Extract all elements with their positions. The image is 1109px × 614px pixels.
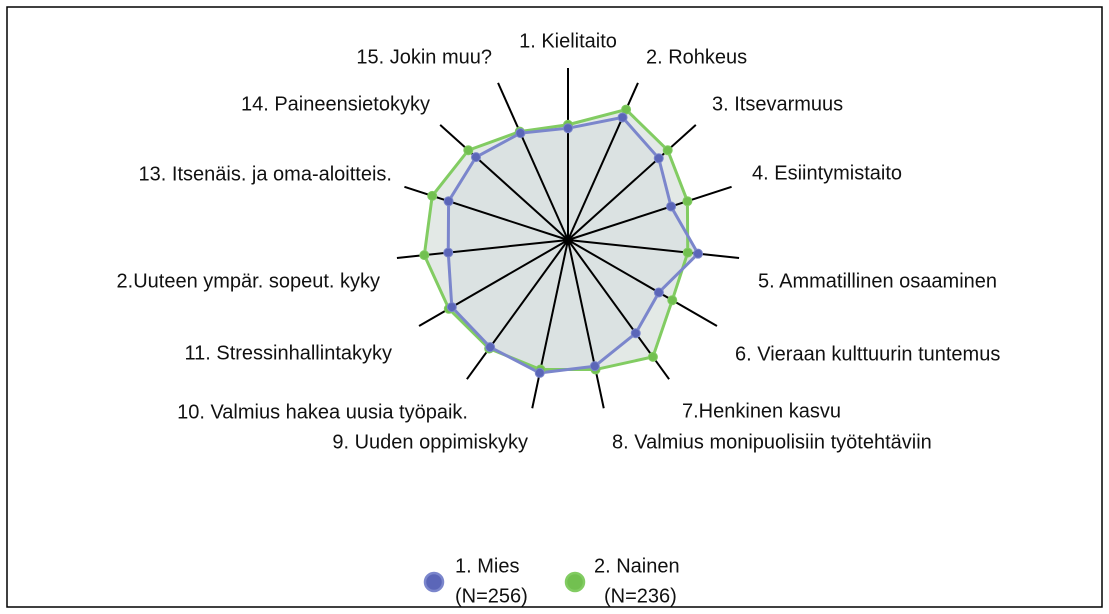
marker (534, 367, 545, 378)
spoke (531, 239, 569, 409)
axis-label: 13. Itsenäis. ja oma-aloitteis. (139, 163, 392, 185)
marker (443, 196, 454, 207)
area (448, 117, 699, 373)
axis-label: 14. Paineensietokyky (241, 93, 430, 115)
legend-marker (564, 571, 586, 593)
marker (617, 112, 628, 123)
marker (463, 145, 474, 156)
axis-label: 2. Rohkeus (646, 46, 747, 68)
marker (563, 123, 573, 134)
series-line (446, 115, 700, 375)
axis-label: 8. Valmius monipuolisiin työtehtäviin (612, 431, 932, 453)
axis-label: 2.Uuteen ympär. sopeut. kyky (117, 270, 380, 292)
spoke (567, 239, 718, 327)
spoke (466, 239, 569, 380)
spoke (567, 185, 732, 241)
marker (653, 153, 664, 164)
marker (419, 250, 430, 261)
marker (653, 287, 664, 298)
legend-sample: (N=236) (604, 585, 677, 607)
marker (682, 247, 693, 258)
marker (443, 247, 454, 258)
spoke (567, 239, 740, 259)
marker (667, 295, 678, 306)
spoke (497, 82, 569, 241)
marker (485, 342, 496, 353)
marker (515, 128, 526, 139)
axis-label: 3. Itsevarmuus (712, 93, 843, 115)
axis-label: 5. Ammatillinen osaaminen (758, 270, 997, 292)
marker (647, 351, 658, 362)
axis-label: 4. Esiintymistaito (752, 162, 902, 184)
spoke (418, 239, 569, 327)
spoke (439, 124, 569, 241)
marker (693, 248, 704, 259)
marker (470, 152, 481, 163)
axis-label: 10. Valmius hakea uusia työpaik. (177, 401, 468, 423)
legend-label: 1. Mies (455, 555, 519, 577)
axis-label: 6. Vieraan kulttuurin tuntemus (735, 343, 1000, 365)
axis-label: 15. Jokin muu? (356, 46, 492, 68)
legend-label: 2. Nainen (594, 555, 680, 577)
spoke (567, 124, 697, 241)
marker (446, 302, 457, 313)
marker (662, 145, 673, 156)
axis-label: 1. Kielitaito (519, 30, 617, 52)
axis-label: 11. Stressinhallintakyky (185, 342, 393, 364)
marker (589, 361, 600, 372)
marker (666, 201, 677, 212)
legend-sample: (N=256) (455, 585, 528, 607)
marker (630, 328, 641, 339)
axis-label: 7.Henkinen kasvu (682, 400, 841, 422)
axis-label: 9. Uuden oppimiskyky (332, 431, 528, 453)
marker (682, 196, 693, 207)
legend-marker (423, 571, 445, 593)
marker (427, 190, 438, 201)
spoke (567, 239, 605, 409)
